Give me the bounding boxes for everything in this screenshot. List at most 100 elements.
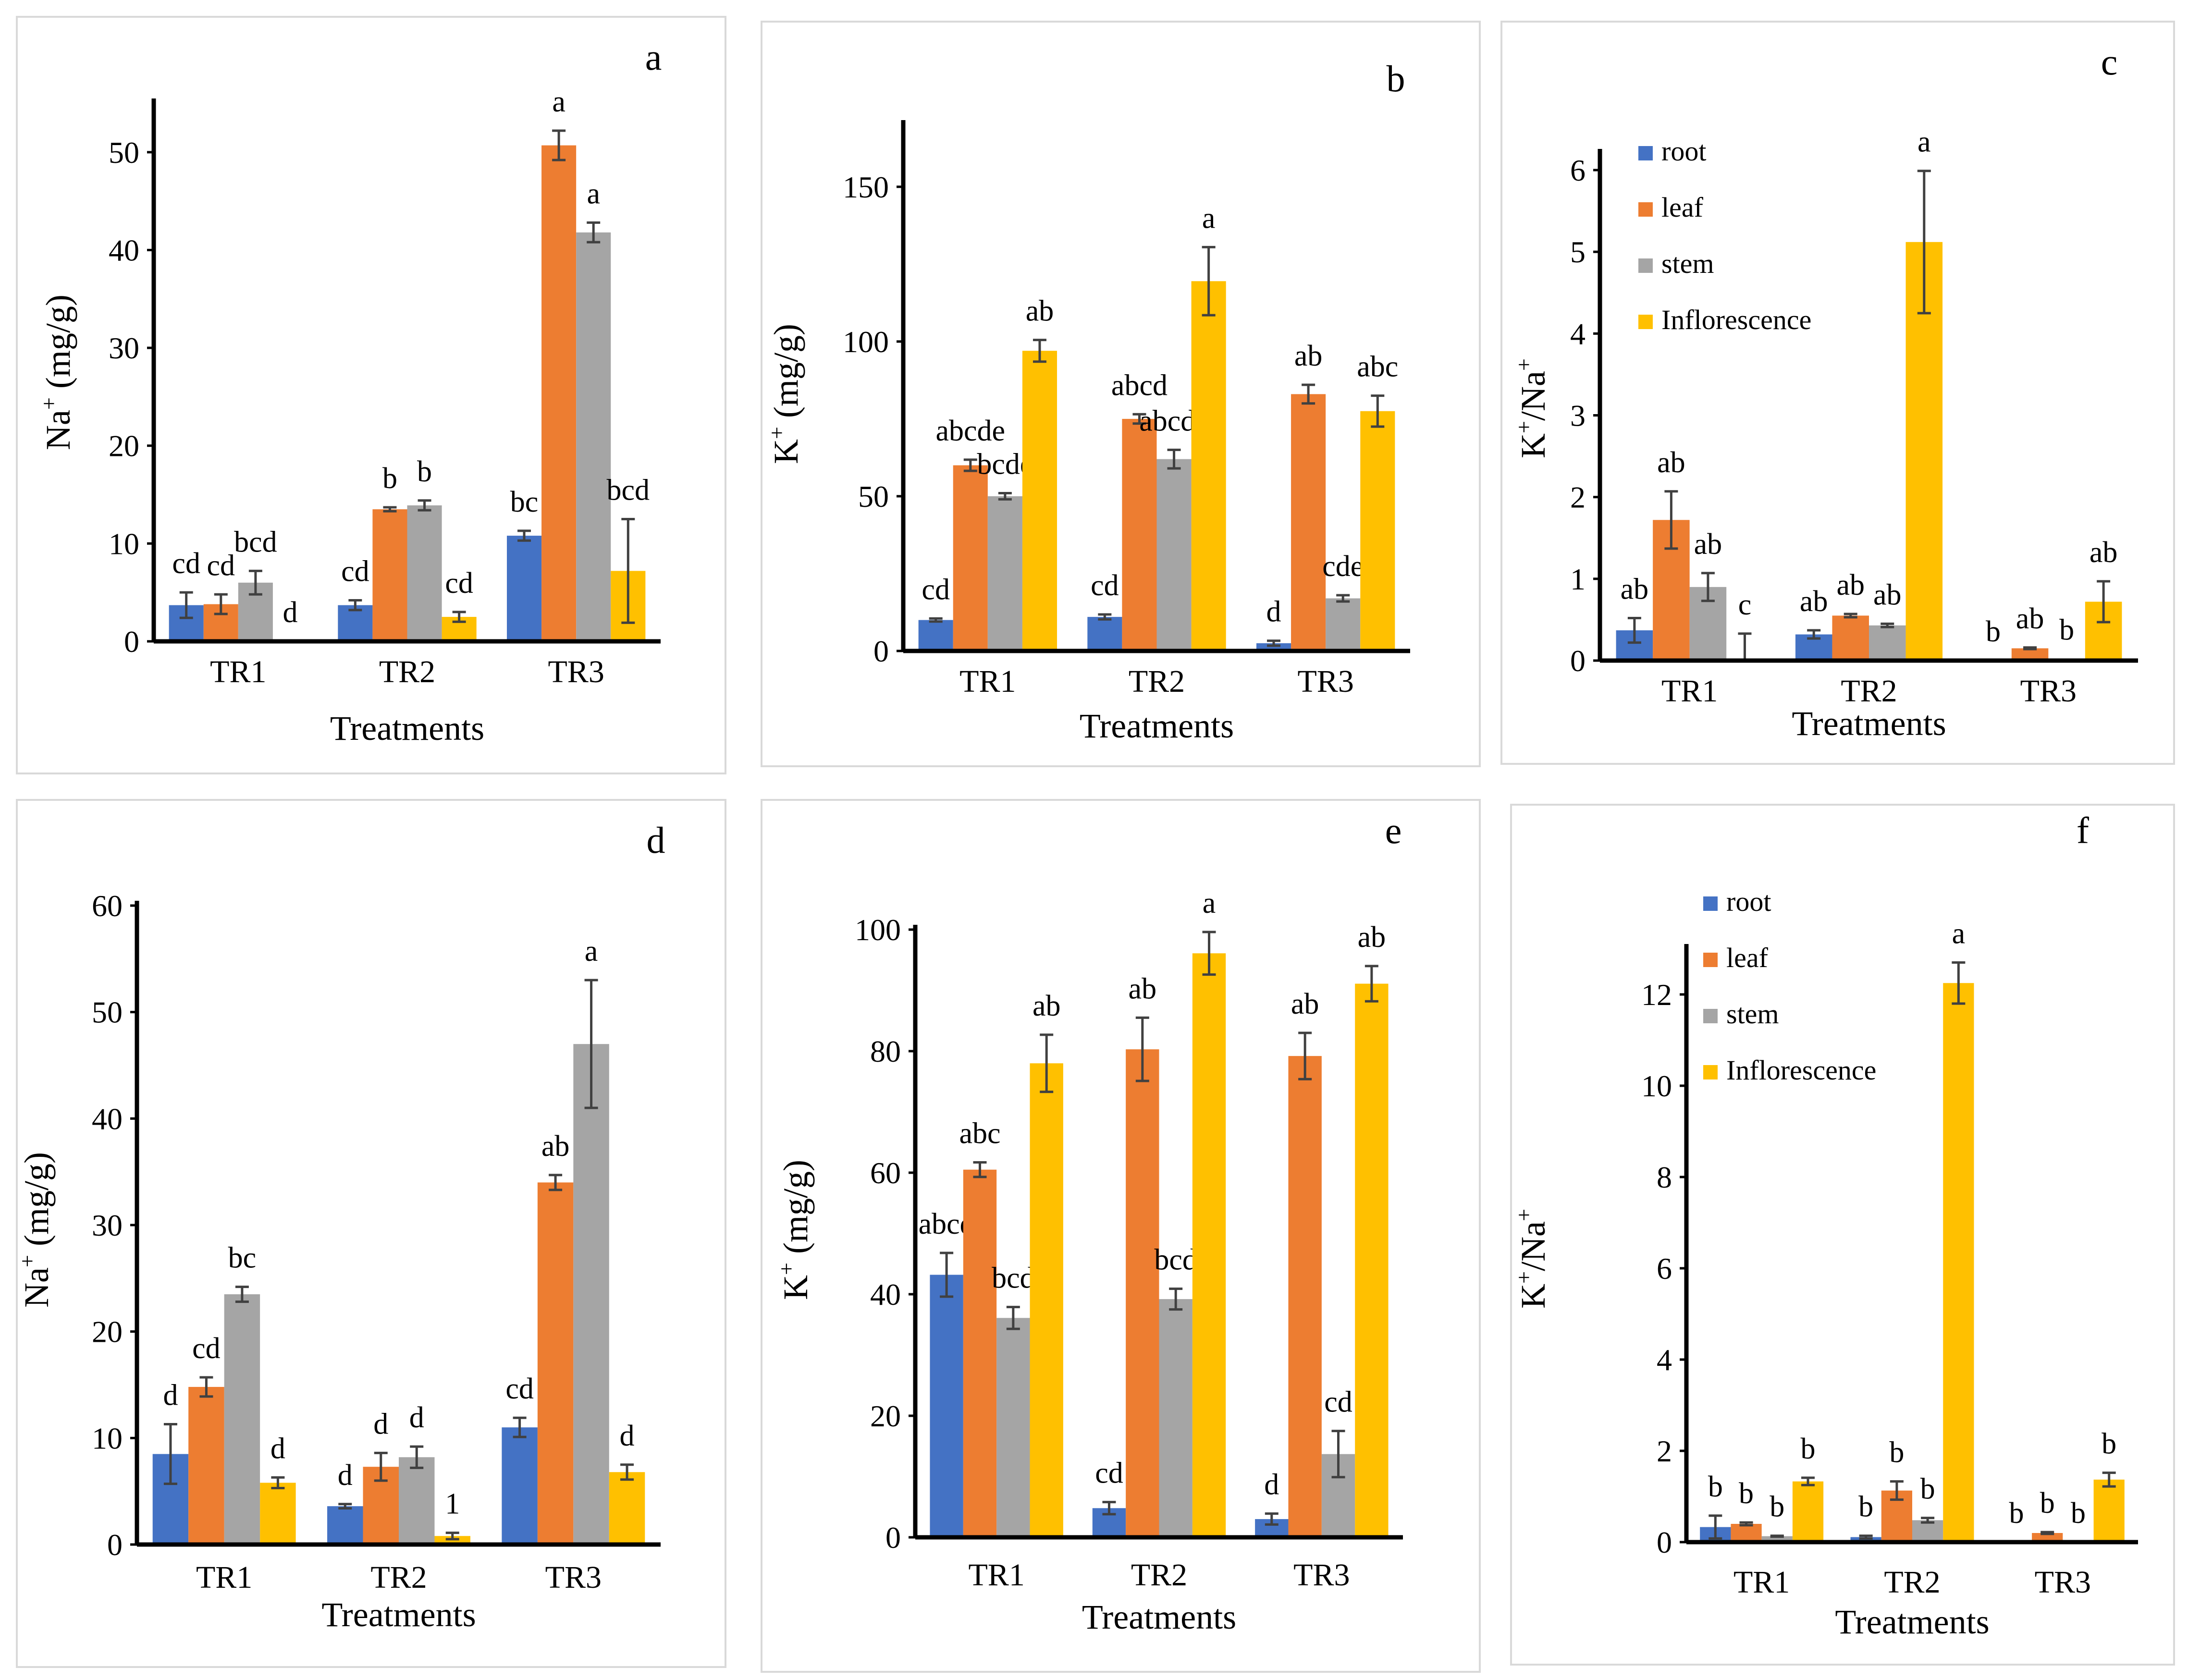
bar-stem-tr2 [1912,1520,1943,1542]
significance-letter: ab [1657,446,1685,479]
significance-letter: b [2071,1497,2086,1530]
y-tick-label: 30 [92,1208,123,1242]
bar-leaf-tr2 [1122,418,1157,651]
y-tick-label: 20 [109,429,139,463]
significance-letter: a [587,177,600,210]
legend-swatch-leaf [1703,953,1718,967]
significance-letter: d [1266,596,1281,628]
bar-leaf-tr3 [541,145,577,642]
panel-border [761,21,1481,767]
x-category-label: TR3 [548,654,604,689]
significance-letter: cd [922,573,950,606]
legend-label-inflorescence: Inflorescence [1661,304,1811,335]
significance-letter: ab [1800,585,1828,618]
bar-leaf-tr3 [537,1182,574,1545]
y-tick-label: 40 [109,233,139,267]
y-tick-label: 0 [1657,1525,1672,1559]
y-axis-title-rest: (mg/g) [39,294,77,397]
y-tick-label: 20 [92,1315,123,1349]
y-axis-title-sup: + [1512,358,1536,371]
y-tick-label: 80 [870,1034,901,1068]
bar-stem-tr3 [573,1044,609,1545]
significance-letter: b [1920,1473,1935,1506]
y-tick-label: 0 [107,1528,123,1562]
panel-letter: a [645,36,662,78]
significance-letter: b [1858,1491,1873,1523]
significance-letter: d [373,1408,388,1440]
legend-label-root: root [1726,886,1771,917]
y-tick-label: 50 [92,995,123,1030]
significance-letter: d [409,1401,424,1434]
panel-letter: f [2077,809,2089,851]
x-category-label: TR1 [959,664,1016,699]
significance-letter: b [1770,1491,1784,1523]
y-tick-label: 8 [1657,1160,1672,1194]
y-axis-title-rest: /Na [1514,371,1552,421]
x-category-label: TR2 [1884,1565,1940,1600]
y-tick-label: 6 [1657,1251,1672,1286]
y-tick-label: 0 [885,1521,901,1555]
panel-letter: b [1387,58,1405,99]
bar-leaf-tr2 [1126,1049,1159,1537]
significance-letter: b [2059,614,2074,647]
significance-letter: ab [1026,295,1054,328]
panel-letter: d [647,819,665,861]
significance-letter: b [1739,1477,1754,1510]
bar-root-tr3 [502,1427,538,1545]
significance-letter: ab [1129,972,1157,1005]
significance-letter: d [620,1420,635,1452]
significance-letter: abc [959,1117,1000,1150]
legend-label-leaf: leaf [1726,942,1769,973]
legend-swatch-stem [1638,258,1653,273]
significance-letter: bcd [1154,1244,1197,1276]
significance-letter: bc [228,1242,257,1275]
significance-letter: d [163,1379,178,1412]
x-category-label: TR1 [1733,1565,1790,1600]
y-tick-label: 5 [1570,235,1586,269]
x-category-label: TR1 [210,654,266,689]
significance-letter: c [1738,589,1752,621]
bar-leaf-tr3 [1291,394,1326,651]
significance-letter: b [1889,1436,1904,1469]
significance-letter: b [1708,1471,1723,1503]
y-tick-label: 0 [873,634,889,668]
significance-letter: ab [1294,340,1323,372]
significance-letter: a [552,86,565,118]
bar-inflorescence-tr2 [1192,953,1226,1537]
x-axis-title: Treatments [1792,704,1946,743]
significance-letter: cd [1091,569,1119,602]
x-axis-title: Treatments [321,1595,476,1634]
y-axis-title-main: Na [39,410,77,450]
significance-letter: ab [2090,536,2118,569]
y-tick-label: 60 [92,889,123,923]
bar-root-tr1 [930,1275,963,1537]
y-tick-label: 50 [858,479,889,514]
y-tick-label: 12 [1641,978,1672,1012]
panel-border [761,799,1481,1673]
y-axis-title-main: K [1514,1284,1552,1309]
bar-inflorescence-tr3 [2093,1479,2125,1542]
y-tick-label: 2 [1570,480,1586,515]
bar-stem-tr3 [1326,598,1361,651]
x-category-label: TR3 [2020,674,2077,709]
significance-letter: a [1918,126,1931,159]
significance-letter: 1 [445,1488,460,1521]
significance-letter: cd [1324,1386,1352,1419]
y-tick-label: 150 [843,170,889,204]
significance-letter: a [1952,918,1966,950]
significance-letter: ab [1694,528,1722,561]
significance-letter: cd [505,1373,534,1405]
y-tick-label: 6 [1570,153,1586,187]
y-tick-label: 100 [843,325,889,359]
y-axis-title-rest: (mg/g) [776,1160,815,1263]
x-category-label: TR1 [196,1560,252,1595]
bar-leaf-tr2 [372,509,407,641]
y-tick-label: 100 [855,913,901,947]
x-axis-title: Treatments [330,709,484,748]
significance-letter: cd [207,549,235,582]
bar-root-tr2 [327,1506,363,1545]
